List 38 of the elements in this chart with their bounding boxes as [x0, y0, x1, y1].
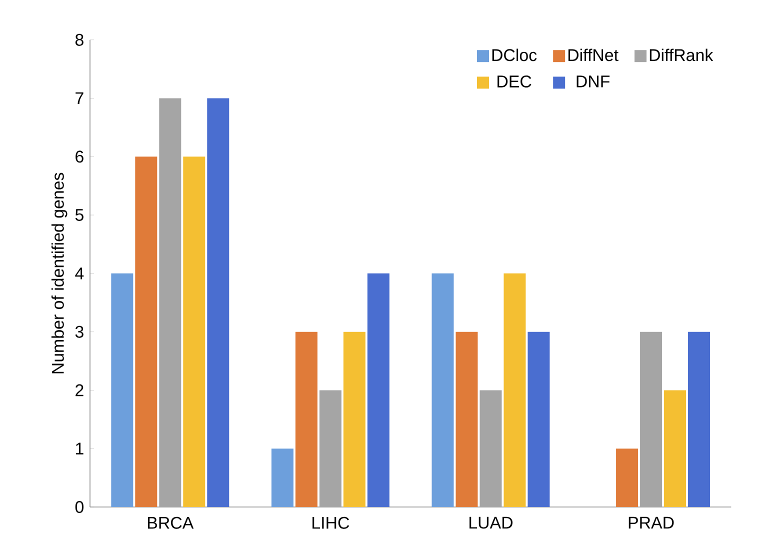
- bar: [664, 390, 686, 507]
- y-tick-label: 7: [76, 92, 84, 104]
- bar: [159, 98, 182, 507]
- bar: [271, 448, 294, 507]
- y-tick-label: 3: [75, 326, 84, 338]
- bar: [640, 332, 662, 507]
- bar: [480, 390, 502, 507]
- x-tick-label: LIHC: [312, 516, 350, 529]
- bar: [688, 332, 710, 507]
- bar: [432, 273, 454, 507]
- legend-label: DCloc: [492, 48, 537, 62]
- legend-label: DiffRank: [650, 48, 714, 62]
- bar: [456, 332, 478, 507]
- y-tick-label: 0: [75, 501, 84, 514]
- y-tick-label: 5: [75, 209, 84, 221]
- x-tick-label: LUAD: [470, 516, 513, 529]
- bar: [183, 156, 206, 507]
- bar: [367, 273, 390, 507]
- bar: [295, 332, 318, 507]
- x-tick-label: PRAD: [628, 516, 674, 528]
- x-tick-label: BRCA: [148, 516, 194, 529]
- legend-label: DiffNet: [568, 48, 618, 62]
- y-tick-label: 6: [76, 150, 84, 163]
- bar: [319, 390, 342, 507]
- bar: [207, 98, 230, 507]
- bar: [343, 332, 366, 507]
- y-tick-label: 1: [76, 442, 84, 454]
- bar: [504, 273, 526, 507]
- bar: [616, 448, 638, 507]
- bar: [528, 332, 550, 507]
- legend-label: DNF: [576, 76, 610, 88]
- y-tick-label: 8: [75, 34, 84, 46]
- y-axis-title: Number of identified genes: [51, 172, 68, 374]
- y-tick-label: 4: [75, 268, 84, 280]
- bar: [135, 156, 158, 507]
- y-tick-label: 2: [76, 384, 84, 396]
- bar: [111, 273, 134, 507]
- legend-label: DEC: [498, 75, 532, 88]
